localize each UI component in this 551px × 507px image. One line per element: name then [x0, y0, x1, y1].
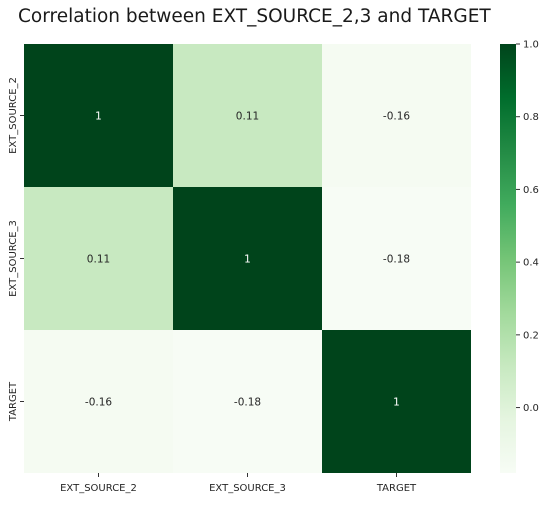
- heatmap-cell: [322, 330, 471, 473]
- y-tick-label: EXT_SOURCE_3: [8, 220, 19, 297]
- cell-annotation: 0.11: [87, 254, 110, 266]
- heatmap-cells: [24, 44, 471, 473]
- chart-title: Correlation between EXT_SOURCE_2,3 and T…: [18, 6, 491, 27]
- colorbar-tick-label: 0.8: [523, 112, 539, 123]
- cell-annotation: 0.11: [236, 111, 259, 123]
- cell-annotation: -0.18: [234, 397, 261, 409]
- cell-annotation: -0.16: [85, 397, 112, 409]
- colorbar-gradient: [500, 44, 516, 473]
- cell-annotation: 1: [95, 111, 102, 123]
- heatmap-cell: [173, 187, 322, 330]
- x-axis: EXT_SOURCE_2 EXT_SOURCE_3 TARGET: [60, 473, 417, 494]
- colorbar-tick-label: 1.0: [523, 40, 539, 51]
- colorbar: 1.0 0.8 0.6 0.4 0.2 0.0: [500, 40, 539, 473]
- colorbar-tick-label: 0.2: [523, 330, 539, 341]
- colorbar-tick-label: 0.6: [523, 185, 539, 196]
- y-axis: EXT_SOURCE_2 EXT_SOURCE_3 TARGET: [8, 77, 24, 422]
- x-tick-label: EXT_SOURCE_3: [209, 483, 286, 494]
- heatmap-cell: [24, 330, 173, 473]
- x-tick-label: TARGET: [376, 483, 417, 494]
- cell-annotation: 1: [244, 254, 251, 266]
- y-tick-label: TARGET: [8, 381, 19, 422]
- cell-annotation: -0.16: [383, 111, 410, 123]
- heatmap-cell: [173, 330, 322, 473]
- heatmap-cell: [24, 187, 173, 330]
- heatmap-cell: [173, 44, 322, 187]
- colorbar-tick-label: 0.0: [523, 403, 539, 414]
- colorbar-tick-label: 0.4: [523, 258, 539, 269]
- cell-annotations: 1 0.11 -0.16 0.11 1 -0.18 -0.16 -0.18 1: [85, 111, 410, 409]
- cell-annotation: -0.18: [383, 254, 410, 266]
- cell-annotation: 1: [393, 397, 400, 409]
- heatmap-cell: [24, 44, 173, 187]
- x-tick-label: EXT_SOURCE_2: [60, 483, 137, 494]
- heatmap-cell: [322, 187, 471, 330]
- heatmap-cell: [322, 44, 471, 187]
- y-tick-label: EXT_SOURCE_2: [8, 77, 19, 154]
